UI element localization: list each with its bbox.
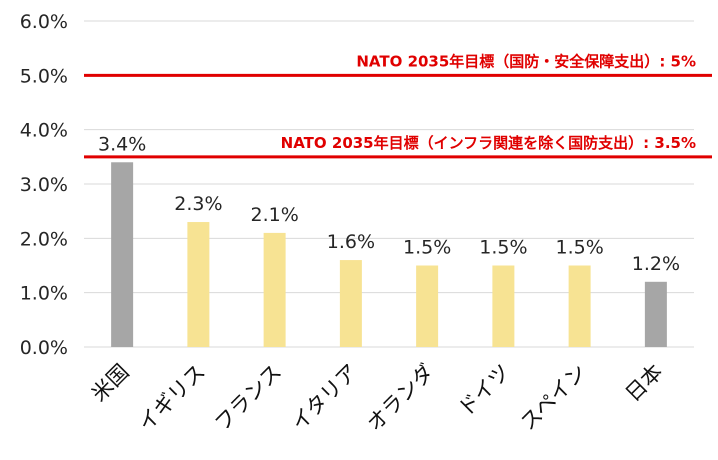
data-labels: 3.4% 2.3% 2.1% 1.6% 1.5% 1.5% 1.5% 1.2% (98, 133, 680, 275)
x-category-label: 米国 (87, 360, 134, 407)
reference-line-label: NATO 2035年目標（国防・安全保障支出）: 5% (356, 52, 696, 70)
bars (111, 162, 667, 347)
reference-lines: NATO 2035年目標（国防・安全保障支出）: 5% NATO 2035年目標（… (84, 52, 712, 159)
bar (187, 222, 210, 347)
x-category-label: イギリス (134, 360, 210, 436)
data-label: 3.4% (98, 133, 146, 155)
bar (416, 265, 439, 347)
y-axis-tick-labels: 0.0% 1.0% 2.0% 3.0% 4.0% 5.0% 6.0% (20, 11, 68, 359)
x-axis-category-labels: 米国 イギリス フランス イタリア オランダ ドイツ スペイン 日本 (87, 360, 667, 436)
data-label: 1.5% (555, 237, 603, 259)
bar (339, 260, 362, 347)
data-label: 2.3% (174, 193, 222, 215)
y-tick-label: 1.0% (20, 283, 68, 305)
data-label: 1.2% (632, 253, 680, 275)
y-tick-label: 3.0% (20, 174, 68, 196)
x-category-label: フランス (210, 360, 286, 436)
x-category-label: スペイン (516, 360, 591, 435)
bar (111, 162, 134, 347)
bar (644, 281, 667, 347)
bar (568, 265, 591, 347)
x-category-label: 日本 (621, 360, 668, 407)
x-category-label: オランダ (362, 360, 438, 436)
reference-line-label: NATO 2035年目標（インフラ関連を除く国防支出）: 3.5% (281, 134, 696, 152)
data-label: 1.5% (479, 237, 527, 259)
x-category-label: ドイツ (453, 360, 515, 422)
data-label: 1.5% (403, 237, 451, 259)
data-label: 2.1% (250, 204, 298, 226)
y-tick-label: 6.0% (20, 11, 68, 33)
y-tick-label: 0.0% (20, 337, 68, 359)
x-category-label: イタリア (287, 360, 363, 436)
y-tick-label: 2.0% (20, 228, 68, 250)
bar (492, 265, 515, 347)
bar (263, 232, 286, 347)
y-tick-label: 4.0% (20, 120, 68, 142)
y-tick-label: 5.0% (20, 65, 68, 87)
data-label: 1.6% (327, 231, 375, 253)
